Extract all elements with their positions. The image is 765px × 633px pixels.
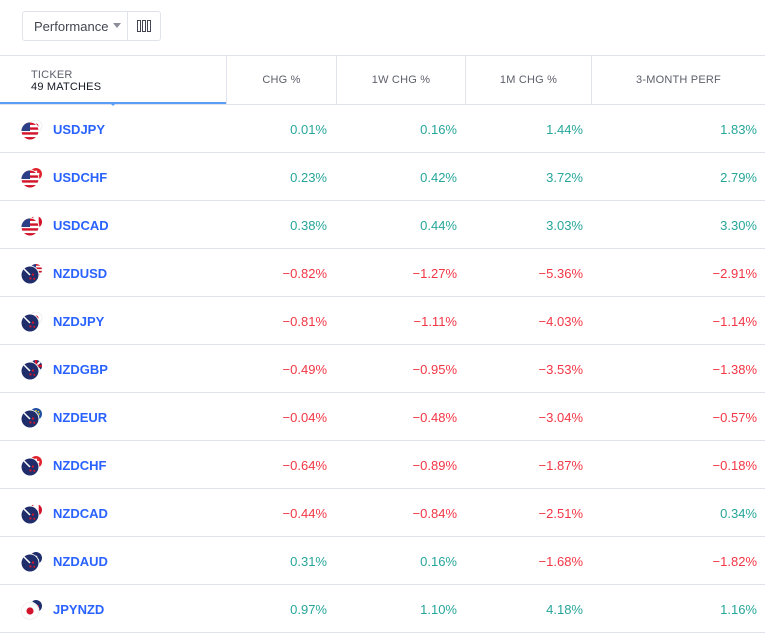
currency-pair-flag-icon xyxy=(21,120,43,140)
1m-chg-value: −4.03% xyxy=(538,314,583,329)
1w-chg-value: −0.48% xyxy=(412,410,457,425)
columns-button[interactable] xyxy=(128,11,161,41)
ticker-symbol-link[interactable]: NZDEUR xyxy=(53,410,108,425)
view-select-label: Performance xyxy=(34,18,109,34)
currency-pair-flag-icon xyxy=(21,456,42,476)
table-header: TICKER 49 MATCHES CHG % 1W CHG % 1M CHG … xyxy=(0,56,765,106)
3m-perf-value: 0.34% xyxy=(720,506,757,521)
table-row[interactable]: NZDGBP −0.49% −0.95% −3.53% −1.38% xyxy=(0,345,765,393)
table-row[interactable]: NZDAUD 0.31% 0.16% −1.68% −1.82% xyxy=(0,537,765,585)
1m-chg-value: 3.72% xyxy=(546,170,583,185)
3m-perf-value: 1.16% xyxy=(720,602,757,617)
1m-chg-value: −3.04% xyxy=(538,410,583,425)
matches-count: 49 MATCHES xyxy=(31,81,102,93)
table-body: USDJPY 0.01% 0.16% 1.44% 1.83% USDCHF 0.23% 0.… xyxy=(0,105,765,633)
table-row[interactable]: NZDCHF −0.64% −0.89% −1.87% −0.18% xyxy=(0,441,765,489)
chg-value: 0.01% xyxy=(290,122,327,137)
chg-value: −0.44% xyxy=(282,506,327,521)
1m-chg-value: −3.53% xyxy=(538,362,583,377)
1w-chg-value: −1.27% xyxy=(412,266,457,281)
1m-chg-value: 1.44% xyxy=(546,122,583,137)
table-row[interactable]: JPYNZD 0.97% 1.10% 4.18% 1.16% xyxy=(0,585,765,633)
chg-value: 0.31% xyxy=(290,554,327,569)
1m-chg-value: −2.51% xyxy=(538,506,583,521)
ticker-symbol-link[interactable]: NZDAUD xyxy=(53,554,108,569)
ticker-symbol-link[interactable]: USDJPY xyxy=(53,122,106,137)
3m-perf-value: −1.14% xyxy=(712,314,757,329)
chg-value: 0.97% xyxy=(290,602,327,617)
column-header-1m-chg[interactable]: 1M CHG % xyxy=(465,56,591,104)
1m-chg-value: −5.36% xyxy=(538,266,583,281)
table-row[interactable]: NZDCAD −0.44% −0.84% −2.51% 0.34% xyxy=(0,489,765,537)
chg-value: −0.82% xyxy=(282,266,327,281)
chevron-down-icon xyxy=(113,23,121,28)
1w-chg-value: 1.10% xyxy=(420,602,457,617)
currency-pair-flag-icon xyxy=(21,168,42,188)
ticker-symbol-link[interactable]: NZDGBP xyxy=(53,362,108,377)
column-header-3m-perf[interactable]: 3-MONTH PERF xyxy=(591,56,765,104)
chg-value: 0.23% xyxy=(290,170,327,185)
3m-perf-value: 1.83% xyxy=(720,122,757,137)
currency-pair-flag-icon xyxy=(21,600,42,620)
chg-value: −0.04% xyxy=(282,410,327,425)
1m-chg-value: −1.87% xyxy=(538,458,583,473)
1w-chg-value: −1.11% xyxy=(413,314,458,329)
3m-perf-value: −1.82% xyxy=(712,554,757,569)
chg-value: −0.64% xyxy=(282,458,327,473)
chg-value: −0.49% xyxy=(282,362,327,377)
column-header-label: 1W CHG % xyxy=(371,74,431,86)
column-header-1w-chg[interactable]: 1W CHG % xyxy=(336,56,465,104)
ticker-symbol-link[interactable]: USDCAD xyxy=(53,218,109,233)
currency-pair-flag-icon xyxy=(21,504,42,524)
currency-pair-flag-icon xyxy=(21,360,42,380)
1w-chg-value: 0.16% xyxy=(420,122,457,137)
1w-chg-value: −0.95% xyxy=(412,362,457,377)
1w-chg-value: −0.89% xyxy=(412,458,457,473)
3m-perf-value: −0.57% xyxy=(712,410,757,425)
table-row[interactable]: USDJPY 0.01% 0.16% 1.44% 1.83% xyxy=(0,105,765,153)
column-header-label: 3-MONTH PERF xyxy=(636,74,721,86)
ticker-symbol-link[interactable]: NZDJPY xyxy=(53,314,105,329)
table-row[interactable]: NZDJPY −0.81% −1.11% −4.03% −1.14% xyxy=(0,297,765,345)
ticker-symbol-link[interactable]: NZDCHF xyxy=(53,458,107,473)
1m-chg-value: 3.03% xyxy=(546,218,583,233)
ticker-symbol-link[interactable]: USDCHF xyxy=(53,170,108,185)
1m-chg-value: −1.68% xyxy=(538,554,583,569)
view-select[interactable]: Performance xyxy=(22,11,128,41)
table-row[interactable]: NZDUSD −0.82% −1.27% −5.36% −2.91% xyxy=(0,249,765,297)
1m-chg-value: 4.18% xyxy=(546,602,583,617)
ticker-label: TICKER xyxy=(31,69,73,81)
columns-icon xyxy=(137,20,151,32)
table-row[interactable]: NZDEUR −0.04% −0.48% −3.04% −0.57% xyxy=(0,393,765,441)
currency-pair-flag-icon xyxy=(21,312,43,332)
column-header-label: CHG % xyxy=(262,74,301,86)
ticker-symbol-link[interactable]: NZDUSD xyxy=(53,266,108,281)
column-header-chg[interactable]: CHG % xyxy=(226,56,336,104)
1w-chg-value: 0.44% xyxy=(420,218,457,233)
sort-indicator-icon xyxy=(109,102,117,106)
currency-pair-flag-icon xyxy=(21,408,42,428)
1w-chg-value: 0.42% xyxy=(420,170,457,185)
3m-perf-value: 2.79% xyxy=(720,170,757,185)
table-row[interactable]: USDCHF 0.23% 0.42% 3.72% 2.79% xyxy=(0,153,765,201)
chg-value: −0.81% xyxy=(282,314,327,329)
table-row[interactable]: USDCAD 0.38% 0.44% 3.03% 3.30% xyxy=(0,201,765,249)
toolbar: Performance xyxy=(0,0,765,56)
3m-perf-value: −0.18% xyxy=(712,458,757,473)
currency-pair-flag-icon xyxy=(21,264,42,284)
3m-perf-value: −2.91% xyxy=(712,266,757,281)
1w-chg-value: 0.16% xyxy=(420,554,457,569)
1w-chg-value: −0.84% xyxy=(412,506,457,521)
currency-pair-flag-icon xyxy=(21,552,42,572)
3m-perf-value: 3.30% xyxy=(720,218,757,233)
ticker-symbol-link[interactable]: NZDCAD xyxy=(53,506,108,521)
chg-value: 0.38% xyxy=(290,218,327,233)
3m-perf-value: −1.38% xyxy=(712,362,757,377)
ticker-symbol-link[interactable]: JPYNZD xyxy=(53,602,105,617)
currency-pair-flag-icon xyxy=(21,216,42,236)
column-header-ticker[interactable]: TICKER 49 MATCHES xyxy=(0,56,226,106)
column-header-label: 1M CHG % xyxy=(499,74,558,86)
